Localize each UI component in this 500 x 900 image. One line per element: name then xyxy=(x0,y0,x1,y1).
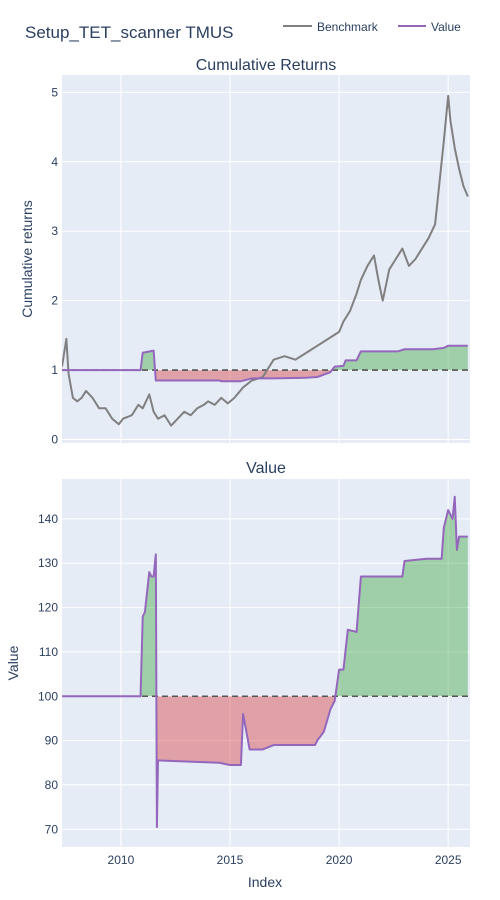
value-fill-group xyxy=(62,496,468,828)
returns-series-value[interactable] xyxy=(62,344,468,383)
x-tick-label: 2025 xyxy=(435,853,462,867)
legend[interactable]: Benchmark Value xyxy=(283,20,461,34)
returns-y-tick-label: 3 xyxy=(51,224,58,238)
returns-y-axis-label: Cumulative returns xyxy=(19,200,35,318)
value-y-tick-label: 80 xyxy=(45,778,59,792)
value-series-value[interactable] xyxy=(62,495,468,829)
value-y-tick-label: 110 xyxy=(39,645,58,659)
legend-label-value: Value xyxy=(431,20,461,34)
returns-y-tick-label: 1 xyxy=(51,363,58,377)
value-y-tick-label: 100 xyxy=(38,689,58,703)
x-axis-label: Index xyxy=(248,874,282,890)
value-loss-area xyxy=(156,696,336,828)
value-y-tick-label: 120 xyxy=(38,601,58,615)
value-plot-area[interactable] xyxy=(62,479,470,847)
figure-title: Setup_TET_scanner TMUS xyxy=(25,23,234,42)
legend-label-benchmark: Benchmark xyxy=(317,20,379,34)
returns-y-tick-label: 5 xyxy=(51,85,58,99)
returns-loss-area xyxy=(155,370,332,382)
value-y-tick-label: 70 xyxy=(45,822,59,836)
value-gain-area xyxy=(62,554,157,697)
x-tick-label: 2010 xyxy=(108,853,135,867)
value-gain-area xyxy=(335,496,468,697)
value-subplot-title: Value xyxy=(246,460,286,477)
x-tick-label: 2020 xyxy=(326,853,353,867)
cumulative-returns-panel: 0 1 2 3 4 5 Cumulative Returns Cumulative retur… xyxy=(19,57,470,447)
returns-subplot-title: Cumulative Returns xyxy=(196,57,337,74)
value-y-tick-label: 90 xyxy=(45,734,59,748)
returns-y-tick-label: 0 xyxy=(51,433,58,447)
legend-item-benchmark[interactable]: Benchmark xyxy=(283,20,379,34)
returns-plot-area[interactable] xyxy=(62,75,470,443)
value-y-axis-label: Value xyxy=(5,645,21,680)
returns-y-tick-label: 4 xyxy=(51,155,58,169)
returns-series-benchmark[interactable] xyxy=(62,94,469,427)
x-tick-label: 2015 xyxy=(217,853,244,867)
value-panel: 70 80 90 100 110 120 130 140 2010 2015 2020 2025 Val… xyxy=(5,460,470,867)
legend-item-value[interactable]: Value xyxy=(398,20,461,34)
returns-y-tick-label: 2 xyxy=(51,294,58,308)
value-y-tick-label: 140 xyxy=(38,512,58,526)
value-y-tick-label: 130 xyxy=(38,556,58,570)
